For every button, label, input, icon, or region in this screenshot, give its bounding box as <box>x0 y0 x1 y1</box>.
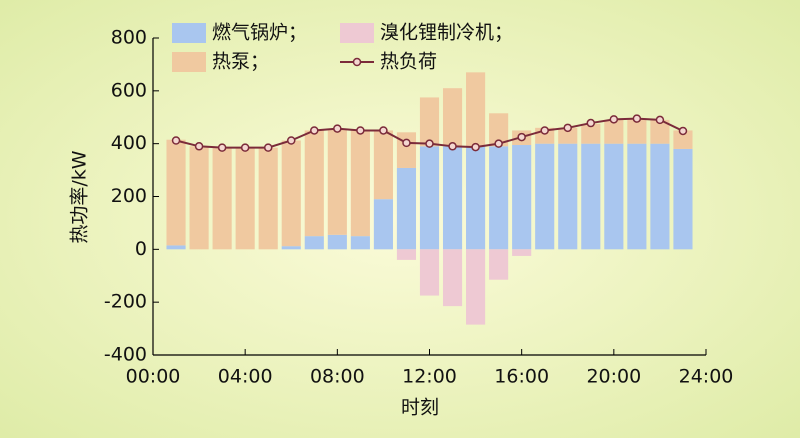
bar <box>650 119 670 144</box>
bar <box>466 72 486 147</box>
bar <box>396 167 417 250</box>
line-marker <box>609 115 619 124</box>
legend-marker <box>352 57 362 67</box>
legend-label: 热负荷 <box>380 51 437 73</box>
bar <box>673 130 693 149</box>
bar <box>166 245 186 250</box>
bar <box>489 113 509 147</box>
bar <box>189 146 209 250</box>
bar <box>304 236 324 250</box>
x-tick-label: 20:00 <box>586 366 641 388</box>
bar <box>235 147 255 250</box>
y-tick-label: 0 <box>135 238 147 260</box>
line-marker <box>586 118 596 128</box>
line-marker <box>356 126 365 135</box>
bar <box>350 236 370 250</box>
x-tick-label: 00:00 <box>126 366 181 388</box>
line-marker <box>287 136 296 145</box>
line-marker <box>310 126 319 135</box>
bar <box>442 146 463 250</box>
bar <box>489 146 509 250</box>
bar <box>466 249 486 325</box>
line-marker <box>540 126 549 135</box>
legend-swatch <box>340 23 374 43</box>
line-marker <box>194 142 204 151</box>
x-tick-label: 04:00 <box>218 366 273 388</box>
legend-label: 热泵； <box>212 51 269 73</box>
line-marker <box>379 126 388 135</box>
bar <box>327 129 347 235</box>
y-tick-label: 800 <box>111 27 147 49</box>
x-axis-label: 时刻 <box>401 397 439 419</box>
bar <box>512 144 532 250</box>
line-marker <box>171 136 181 145</box>
line-marker <box>678 126 688 136</box>
x-tick-label: 16:00 <box>494 366 549 388</box>
bar <box>373 130 393 200</box>
y-tick-label: 400 <box>111 132 147 154</box>
line-marker <box>563 123 572 133</box>
bar <box>281 140 301 247</box>
bar <box>442 249 463 307</box>
line-marker <box>333 124 342 133</box>
bar <box>442 88 463 147</box>
bar <box>581 143 601 250</box>
bar <box>581 123 601 144</box>
legend-label: 溴化锂制冷机； <box>380 22 513 44</box>
y-tick-label: -400 <box>104 344 147 366</box>
line-marker <box>494 139 503 148</box>
bar <box>419 146 440 250</box>
bar <box>166 139 186 246</box>
bar <box>212 147 232 250</box>
bar <box>373 199 393 250</box>
bar <box>419 249 440 296</box>
bar <box>627 143 647 250</box>
line-marker <box>448 142 457 151</box>
x-tick-label: 12:00 <box>402 366 457 388</box>
line-marker <box>402 138 411 148</box>
y-tick-label: 200 <box>111 185 147 207</box>
bar <box>558 127 578 144</box>
legend-swatch <box>172 52 206 72</box>
bar <box>258 147 278 250</box>
bar <box>304 130 324 237</box>
bar <box>512 249 532 256</box>
bar <box>558 143 578 250</box>
legend-swatch <box>172 23 206 43</box>
y-tick-label: 600 <box>111 79 147 101</box>
bar <box>535 143 555 250</box>
line-marker <box>425 139 434 148</box>
legend-label: 燃气锅炉； <box>212 22 307 44</box>
bar <box>281 246 301 250</box>
line-marker <box>217 143 227 152</box>
bar <box>396 132 417 168</box>
x-tick-label: 08:00 <box>310 366 365 388</box>
bar <box>466 146 486 250</box>
y-axis-label: 热功率/kW <box>69 150 91 243</box>
line-marker <box>263 143 273 152</box>
bar <box>673 148 693 250</box>
bar <box>627 118 647 144</box>
bar <box>396 249 417 260</box>
bar <box>327 234 347 250</box>
bar <box>650 143 670 250</box>
line-marker <box>632 114 642 123</box>
bar <box>604 119 624 144</box>
line-marker <box>517 132 526 142</box>
y-tick-label: -200 <box>104 291 147 313</box>
bar <box>604 143 624 250</box>
line-marker <box>471 142 480 152</box>
line-marker <box>655 115 665 125</box>
bar <box>350 130 370 237</box>
bar <box>419 97 440 147</box>
bar <box>489 249 509 280</box>
line-marker <box>240 143 250 152</box>
x-tick-label: 24:00 <box>679 366 734 388</box>
